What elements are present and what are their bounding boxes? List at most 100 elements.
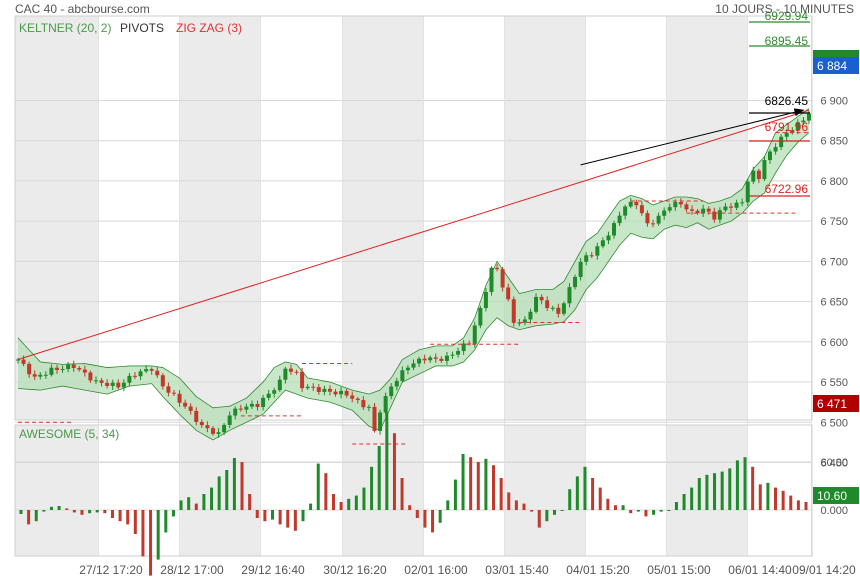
candle-body: [784, 132, 789, 137]
period-label[interactable]: 10 JOURS - 10 MINUTES: [715, 2, 854, 16]
ao-bar: [331, 494, 335, 510]
candle-body: [344, 390, 349, 396]
ao-bar: [674, 502, 678, 510]
candle-body: [227, 415, 232, 425]
candle-body: [222, 424, 227, 433]
candle-body: [171, 392, 176, 394]
ao-bar: [240, 462, 244, 510]
ao-bar: [530, 510, 534, 512]
candle-body: [132, 375, 137, 377]
candle-body: [405, 367, 410, 371]
zigzag-line: [17, 109, 810, 361]
candle-body: [205, 425, 210, 429]
candle-body: [300, 371, 305, 389]
candle-body: [528, 311, 533, 320]
ao-bar: [88, 510, 92, 514]
ao-bar: [42, 510, 46, 512]
candle-body: [32, 374, 37, 377]
level-label: 6791.96: [765, 120, 809, 134]
candle-body: [272, 390, 277, 394]
candle-body: [439, 358, 444, 361]
ao-bar: [149, 510, 153, 576]
candle-body: [795, 122, 800, 131]
keltner-lower: [17, 132, 810, 441]
candle-body: [656, 215, 661, 224]
y-tick-label: 6 650: [820, 297, 848, 309]
candle-body: [478, 308, 483, 326]
ao-bar: [194, 503, 198, 510]
candle-body: [662, 210, 667, 216]
ao-bar: [568, 489, 572, 510]
ao-bar: [613, 505, 617, 510]
ao-bar: [156, 510, 160, 560]
candle-body: [801, 120, 806, 123]
candle-body: [790, 130, 795, 133]
candle-body: [199, 421, 204, 426]
candle-body: [378, 412, 383, 431]
ao-bar: [575, 476, 579, 510]
ao-bar: [720, 471, 724, 510]
ao-bar: [118, 510, 122, 522]
candle-body: [166, 386, 171, 393]
y-tick-label: 6 750: [820, 216, 848, 228]
ao-bar: [751, 466, 755, 510]
candle-body: [355, 398, 360, 401]
ao-bar: [652, 510, 656, 515]
ao-bar: [286, 510, 290, 528]
x-tick-label: 03/01 15:40: [485, 563, 549, 577]
ao-bar: [347, 498, 351, 510]
ao-bar: [225, 470, 229, 510]
trend-arrow: [580, 108, 805, 166]
candle-body: [261, 397, 266, 407]
ao-bar: [469, 457, 473, 510]
candle-body: [21, 359, 26, 364]
y-tick-label: 6 600: [820, 337, 848, 349]
ao-bar: [621, 505, 625, 510]
candle-body: [194, 410, 199, 422]
candle-body: [366, 406, 371, 408]
keltner-upper: [17, 108, 810, 409]
candle-body: [768, 151, 773, 161]
candle-body: [216, 432, 221, 434]
ao-bar: [697, 478, 701, 510]
legend-pivots[interactable]: PIVOTS: [120, 21, 165, 35]
candle-body: [294, 371, 299, 373]
ao-bar: [537, 510, 541, 528]
candle-body: [71, 364, 76, 369]
ao-bar: [492, 465, 496, 510]
legend-zigzag[interactable]: ZIG ZAG (3): [176, 21, 242, 35]
candle-body: [110, 382, 115, 386]
candle-body: [545, 300, 550, 309]
candle-body: [249, 403, 254, 407]
candle-body: [238, 408, 243, 410]
candle-body: [584, 255, 589, 262]
ao-bar: [362, 487, 366, 510]
ao-bar: [133, 510, 137, 534]
candle-body: [623, 206, 628, 216]
candle-body: [762, 160, 767, 180]
ao-bar: [659, 510, 663, 512]
candle-body: [522, 319, 527, 323]
candle-body: [639, 205, 644, 214]
legend-awesome[interactable]: AWESOME (5, 34): [19, 427, 120, 441]
candle-body: [534, 296, 539, 312]
candle-body: [322, 388, 327, 392]
candle-body: [773, 147, 778, 152]
candle-body: [210, 428, 215, 434]
candle-body: [422, 358, 427, 361]
ao-bar: [446, 500, 450, 510]
candle-body: [712, 211, 717, 220]
ao-bar: [232, 458, 236, 510]
candle-body: [500, 269, 505, 288]
ao-bar: [377, 446, 381, 510]
legend-keltner[interactable]: KELTNER (20, 2): [19, 21, 112, 35]
ao-bar: [164, 510, 168, 533]
ao-bar: [781, 490, 785, 510]
x-tick-label: 28/12 17:00: [160, 563, 224, 577]
x-tick-label: 02/01 16:00: [404, 563, 468, 577]
candle-body: [684, 204, 689, 210]
ao-bar: [423, 510, 427, 528]
day-shade: [505, 425, 586, 556]
ao-bar: [408, 505, 412, 510]
candle-body: [116, 382, 121, 388]
